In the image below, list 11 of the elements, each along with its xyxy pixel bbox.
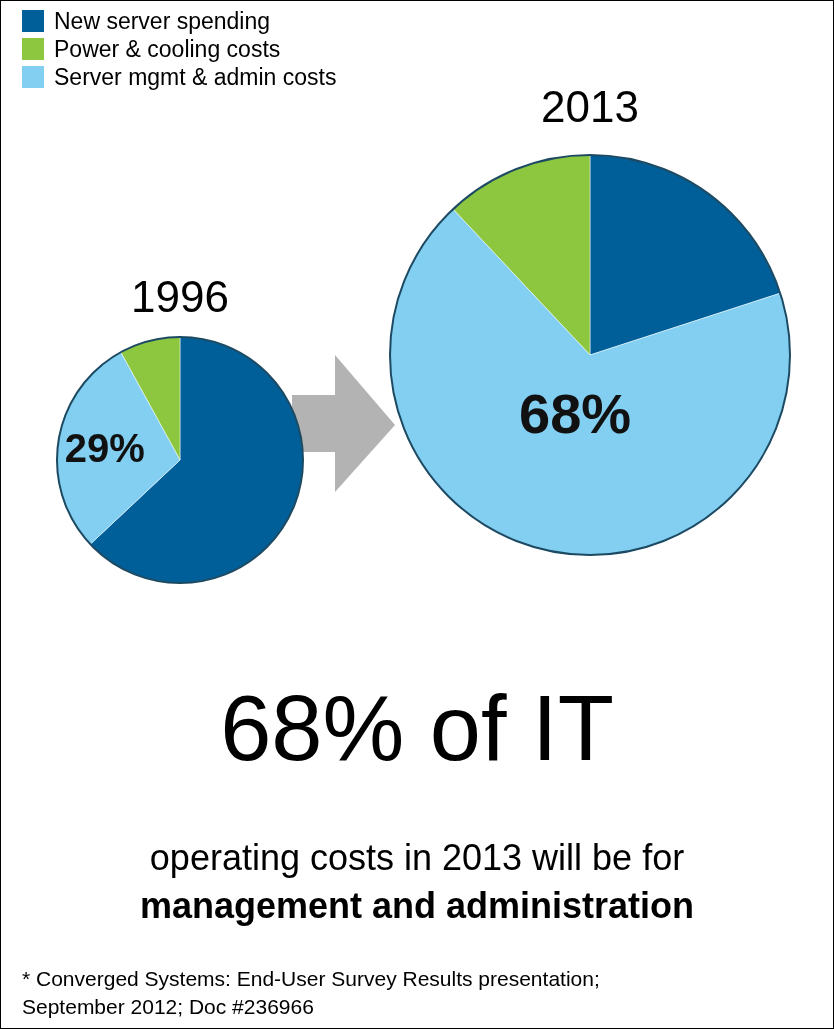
- chart-title: 2013: [541, 82, 639, 131]
- legend-label: Power & cooling costs: [54, 36, 281, 62]
- text: 1996: [131, 272, 229, 321]
- text: 68% of IT: [220, 677, 614, 779]
- legend-label: New server spending: [54, 8, 271, 34]
- legend-label: Server mgmt & admin costs: [54, 64, 337, 90]
- data-label: 29%: [64, 426, 145, 471]
- text: operating costs in 2013 will be for: [149, 837, 685, 878]
- data-label: 68%: [519, 382, 632, 446]
- text: management and administration: [139, 885, 695, 926]
- text: * Converged Systems: End-User Survey Results presentation; September 2012; Doc #236966: [22, 967, 600, 1018]
